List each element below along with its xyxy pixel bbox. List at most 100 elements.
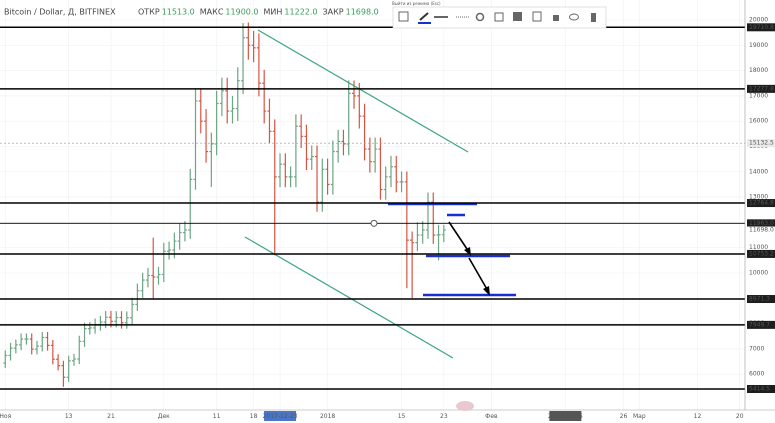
ohlc-bar (373, 137, 378, 173)
tool-icon[interactable] (569, 13, 579, 21)
x-tick-label: Ноя (0, 413, 12, 420)
levels (0, 26, 745, 390)
ohlc-bar (431, 192, 436, 244)
ohlc-bar (177, 223, 182, 250)
x-tick-label: Дек (158, 413, 170, 420)
ohlc-legend: ОТКР 11513.0 МАКС 11900.0 МИН 11222.0 ЗАКР 1169… (138, 8, 379, 17)
ohlc-bar (241, 23, 246, 95)
y-tick-label: 13000 (749, 194, 768, 201)
x-tick-label: 2018 (320, 413, 335, 420)
level-label: 5414.5 (749, 386, 770, 393)
trend-line (257, 29, 469, 153)
ohlc-bar (299, 114, 304, 149)
ohlc-bar (251, 30, 256, 63)
ohlc-bar (341, 129, 346, 156)
level-label: 10753.2 (749, 250, 774, 257)
y-tick-label: 11000 (749, 244, 768, 251)
tool-icon[interactable] (532, 11, 542, 22)
ohlc-label: МИН (264, 8, 283, 17)
ohlc-bar (404, 171, 409, 289)
ohlc-value: 11513.0 (162, 8, 195, 17)
ohlc-bar (161, 242, 166, 283)
x-tick-label: 11 (213, 413, 221, 420)
level-label: 19710.8 (749, 24, 774, 31)
tool-icon[interactable] (553, 15, 559, 21)
ohlc-bar (378, 137, 383, 200)
y-tick-label: 7000 (749, 345, 764, 352)
ohlc-bar (34, 340, 39, 355)
ohlc-bar (425, 192, 430, 239)
ohlc-bar (45, 331, 50, 351)
level-tag (747, 219, 775, 228)
level-tag (747, 199, 775, 208)
ohlc-bar (61, 360, 66, 387)
tool-icon[interactable] (494, 12, 504, 22)
ohlc-bar (145, 267, 150, 288)
axes: 6000700080009000100001100012000130001400… (0, 16, 775, 421)
ohlc-bar (198, 88, 203, 134)
ohlc-bar (193, 88, 198, 190)
level-label: 11963.0 (749, 220, 774, 227)
ohlc-bar (383, 166, 388, 200)
last-price-label: 11698.0 (749, 227, 774, 234)
ohlc-bar (262, 69, 267, 124)
ohlc-bar (288, 166, 293, 188)
ohlc-value: 11900.0 (225, 8, 258, 17)
y-tick-label: 14000 (749, 168, 768, 175)
ohlc-bar (415, 222, 420, 252)
bars (3, 22, 446, 387)
ohlc-bar (119, 311, 124, 329)
level-tag (747, 385, 775, 394)
ohlc-bar (50, 340, 55, 365)
ohlc-bar (304, 124, 309, 171)
tool-icon[interactable] (513, 12, 522, 21)
tool-icon[interactable] (475, 12, 485, 22)
x-tick-label: 23 (440, 413, 448, 420)
ohlc-bar (230, 95, 235, 124)
tool-icon[interactable] (398, 11, 409, 22)
ohlc-value: 11698.0 (346, 8, 379, 17)
x-tick-label: 21 (107, 413, 115, 420)
ohlc-bar (151, 237, 156, 299)
ohlc-bar (8, 342, 13, 361)
level-tag (747, 249, 775, 258)
tool-icon[interactable] (419, 12, 429, 21)
last-price-tag (747, 226, 775, 234)
x-tick-label: 18 (250, 413, 258, 420)
y-tick-label: 20000 (749, 16, 768, 23)
watermark (456, 401, 474, 411)
ohlc-bar (283, 153, 288, 188)
ohlc-bar (410, 231, 415, 299)
level-tag (747, 320, 775, 329)
x-tick-label: 26 (620, 413, 628, 420)
ohlc-bar (235, 67, 240, 121)
arrow (468, 257, 489, 292)
ohlc-bar (357, 82, 362, 129)
ohlc-label: ОТКР (138, 8, 160, 17)
level-label: 17277.8 (749, 85, 774, 92)
ohlc-bar (135, 283, 140, 311)
ohlc-bar (293, 114, 298, 188)
ohlc-bar (71, 353, 76, 366)
y-tick-label: 19000 (749, 42, 768, 49)
ohlc-bar (315, 145, 320, 212)
tool-icon[interactable] (591, 13, 596, 22)
trend-line (244, 236, 454, 359)
ohlc-bar (272, 119, 277, 256)
tooltip: Выйти из режима (Esc) (392, 1, 441, 6)
level-anchor (370, 219, 378, 227)
ohlc-bar (214, 90, 219, 156)
ohlc-bar (267, 98, 272, 144)
toolbar (392, 6, 607, 29)
ohlc-bar (56, 354, 61, 371)
ohlc-bar (182, 221, 187, 242)
ohlc-label: ЗАКР (323, 8, 344, 17)
x-tick-label: 2018-02-15 (548, 413, 583, 420)
arrow-head (483, 286, 490, 296)
crosshair-tag (747, 139, 775, 148)
level-label: 12764.8 (749, 200, 774, 207)
x-tick-label: 2017-12-23 (263, 413, 298, 420)
ohlc-bar (420, 221, 425, 244)
ohlc-bar (394, 155, 399, 193)
